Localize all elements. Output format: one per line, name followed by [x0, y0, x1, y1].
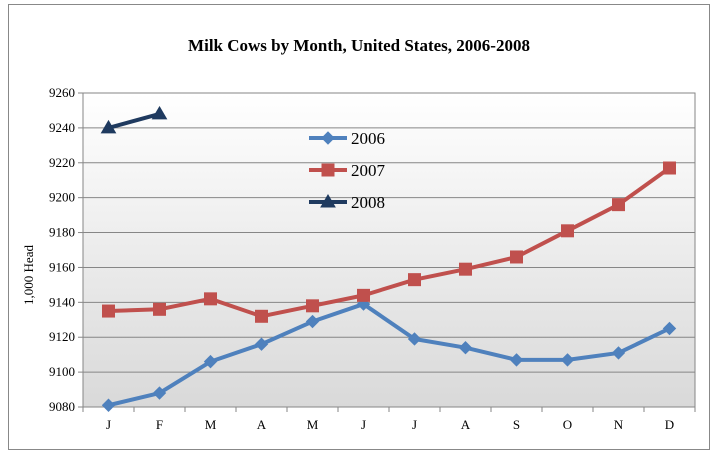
x-tick-label: M — [307, 417, 319, 432]
data-point-2007 — [612, 198, 625, 212]
data-point-2007 — [204, 292, 217, 306]
legend-marker-2007 — [321, 163, 335, 177]
x-tick-label: A — [461, 417, 471, 432]
data-point-2008 — [151, 105, 168, 120]
x-tick-label: S — [513, 417, 520, 432]
data-point-2006 — [662, 321, 677, 336]
data-point-2006 — [611, 346, 626, 360]
series-line-2006 — [108, 302, 671, 408]
data-point-2006 — [152, 386, 167, 400]
series-line-2007 — [108, 166, 671, 319]
y-tick-label: 9140 — [49, 294, 75, 309]
data-point-2007 — [510, 250, 523, 264]
data-point-2007 — [663, 161, 676, 175]
data-point-2007 — [153, 302, 166, 316]
y-tick-label: 9120 — [49, 329, 75, 344]
data-point-2006 — [509, 353, 524, 367]
data-point-2006 — [305, 314, 320, 329]
chart-title: Milk Cows by Month, United States, 2006-… — [188, 36, 530, 55]
y-tick-label: 9080 — [49, 399, 75, 414]
y-tick-label: 9100 — [49, 364, 75, 379]
legend-marker-2008 — [320, 194, 336, 208]
x-tick-label: J — [361, 417, 366, 432]
chart-canvas: Milk Cows by Month, United States, 2006-… — [21, 36, 696, 432]
data-point-2007 — [408, 273, 421, 287]
plot-background — [82, 92, 696, 408]
data-point-2007 — [459, 262, 472, 276]
data-point-2007 — [357, 288, 370, 302]
x-tick-label: M — [205, 417, 217, 432]
data-point-2006 — [407, 332, 422, 346]
x-tick-label: D — [665, 417, 674, 432]
data-point-2006 — [203, 354, 218, 369]
data-point-2006 — [458, 340, 473, 355]
legend-label-2006: 2006 — [351, 129, 385, 148]
y-tick-label: 9220 — [49, 155, 75, 170]
y-axis-label: 1,000 Head — [21, 245, 36, 305]
legend-marker-2006 — [321, 131, 335, 145]
data-point-2006 — [254, 337, 269, 351]
data-point-2006 — [560, 353, 575, 367]
y-tick-label: 9240 — [49, 120, 75, 135]
data-point-2008 — [100, 119, 117, 134]
chart-frame: Milk Cows by Month, United States, 2006-… — [8, 4, 710, 450]
x-tick-label: F — [156, 417, 163, 432]
y-tick-label: 9180 — [49, 225, 75, 240]
data-point-2006 — [101, 398, 116, 412]
x-tick-label: J — [412, 417, 417, 432]
y-tick-label: 9200 — [49, 190, 75, 205]
data-point-2007 — [102, 304, 115, 318]
y-tick-label: 9160 — [49, 259, 75, 274]
legend-label-2007: 2007 — [351, 161, 386, 180]
data-point-2007 — [561, 224, 574, 238]
plot-area: 9080 9100 9120 9140 9160 9180 9200 9220 9240 9260… — [49, 85, 696, 432]
x-tick-label: J — [106, 417, 111, 432]
data-point-2007 — [306, 299, 319, 313]
x-tick-label: N — [614, 417, 624, 432]
x-tick-label: A — [257, 417, 267, 432]
x-tick-label: O — [563, 417, 572, 432]
y-tick-label: 9260 — [49, 85, 75, 100]
data-point-2007 — [255, 309, 268, 323]
series-line-2008 — [107, 112, 161, 130]
legend-label-2008: 2008 — [351, 193, 385, 212]
